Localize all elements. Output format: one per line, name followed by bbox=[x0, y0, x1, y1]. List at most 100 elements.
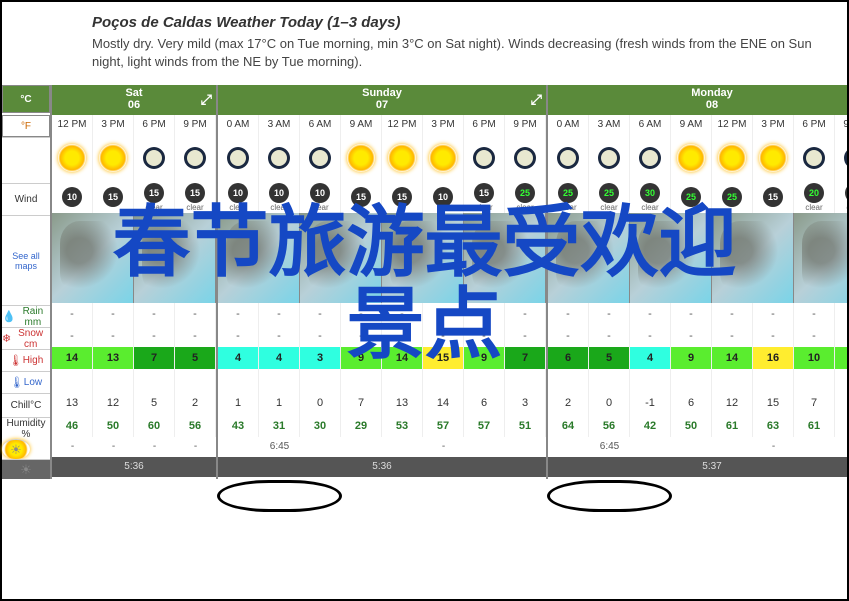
high-cell: 4 bbox=[218, 347, 259, 369]
rain-cell: - bbox=[134, 303, 175, 325]
map-thumbnail[interactable] bbox=[134, 213, 216, 303]
blank-cell: - bbox=[134, 437, 175, 457]
map-thumbnail[interactable] bbox=[548, 213, 630, 303]
wind-cell: 15 bbox=[93, 181, 134, 213]
expand-icon[interactable]: ⤢ bbox=[531, 91, 542, 108]
chill-row-label: Chill°C bbox=[2, 393, 50, 417]
snow-cell: - bbox=[464, 325, 505, 347]
low-cell bbox=[134, 369, 175, 391]
snow-cell: - bbox=[134, 325, 175, 347]
humidity-cell: 64 bbox=[548, 415, 589, 437]
map-thumbnail[interactable] bbox=[52, 213, 134, 303]
wind-cell: 15 bbox=[382, 181, 423, 213]
time-label: 12 PM bbox=[712, 115, 753, 135]
wind-cell: 15 bbox=[341, 181, 382, 213]
low-cell bbox=[52, 369, 93, 391]
wind-cell: 25 bbox=[671, 181, 712, 213]
high-cell: 3 bbox=[300, 347, 341, 369]
low-cell bbox=[505, 369, 546, 391]
wind-cell: 25clear bbox=[505, 181, 546, 213]
maps-link[interactable]: See all maps bbox=[2, 215, 50, 305]
map-thumbnail[interactable] bbox=[630, 213, 712, 303]
time-label: 6 AM bbox=[630, 115, 671, 135]
snow-cell: - bbox=[300, 325, 341, 347]
humidity-cell: 60 bbox=[134, 415, 175, 437]
moon-icon bbox=[630, 135, 671, 181]
humidity-cell: 29 bbox=[341, 415, 382, 437]
blank-cell: - bbox=[52, 437, 93, 457]
rain-cell: - bbox=[835, 303, 847, 325]
wind-cell: 10 bbox=[423, 181, 464, 213]
unit-fahrenheit-button[interactable]: °F bbox=[2, 115, 50, 137]
time-label: 6 PM bbox=[134, 115, 175, 135]
low-cell bbox=[712, 369, 753, 391]
time-label: 0 AM bbox=[218, 115, 259, 135]
day-group: Sunday07⤢0 AM3 AM6 AM9 AM12 PM3 PM6 PM9 … bbox=[216, 85, 546, 479]
low-row-label: Low bbox=[2, 371, 50, 393]
rain-cell: - bbox=[175, 303, 216, 325]
chill-cell: 7 bbox=[794, 391, 835, 415]
chill-cell: 12 bbox=[93, 391, 134, 415]
unit-celsius-button[interactable]: °C bbox=[2, 85, 50, 113]
sun-icon bbox=[423, 135, 464, 181]
low-cell bbox=[218, 369, 259, 391]
map-thumbnail[interactable] bbox=[300, 213, 382, 303]
time-label: 0 AM bbox=[548, 115, 589, 135]
day-header[interactable]: Sunday07⤢ bbox=[218, 85, 546, 115]
wind-cell: 10clear bbox=[218, 181, 259, 213]
wind-cell: 25 bbox=[712, 181, 753, 213]
low-cell bbox=[259, 369, 300, 391]
high-cell: 10 bbox=[794, 347, 835, 369]
map-thumbnail[interactable] bbox=[218, 213, 300, 303]
humidity-cell: 63 bbox=[753, 415, 794, 437]
sunset-row-label bbox=[2, 459, 50, 479]
chill-cell: 0 bbox=[300, 391, 341, 415]
high-cell: 15 bbox=[423, 347, 464, 369]
blank-cell: - bbox=[175, 437, 216, 457]
humidity-cell: 53 bbox=[382, 415, 423, 437]
chill-cell: 13 bbox=[382, 391, 423, 415]
map-thumbnail[interactable] bbox=[464, 213, 546, 303]
sun-icon bbox=[93, 135, 134, 181]
rain-cell: - bbox=[589, 303, 630, 325]
rain-cell: - bbox=[712, 303, 753, 325]
wind-cell: 25clear bbox=[548, 181, 589, 213]
rain-cell: - bbox=[630, 303, 671, 325]
snow-cell: - bbox=[794, 325, 835, 347]
expand-icon[interactable]: ⤢ bbox=[201, 91, 212, 108]
high-cell: 14 bbox=[712, 347, 753, 369]
snow-cell: - bbox=[712, 325, 753, 347]
snow-cell: - bbox=[218, 325, 259, 347]
low-cell bbox=[630, 369, 671, 391]
humidity-cell: 30 bbox=[300, 415, 341, 437]
rain-cell: - bbox=[300, 303, 341, 325]
high-cell: 9 bbox=[671, 347, 712, 369]
moon-icon bbox=[794, 135, 835, 181]
snow-cell: - bbox=[93, 325, 134, 347]
rain-cell: - bbox=[423, 303, 464, 325]
wind-cell: 30clear bbox=[630, 181, 671, 213]
wind-cell: 20clear bbox=[794, 181, 835, 213]
wind-cell: 15clear bbox=[175, 181, 216, 213]
moon-icon bbox=[300, 135, 341, 181]
sun-icon bbox=[382, 135, 423, 181]
time-label: 3 PM bbox=[93, 115, 134, 135]
rain-cell: - bbox=[505, 303, 546, 325]
map-thumbnail[interactable] bbox=[382, 213, 464, 303]
day-group: Sat06⤢12 PM3 PM6 PM9 PM101515clear15clea… bbox=[50, 85, 216, 479]
map-thumbnail[interactable] bbox=[712, 213, 794, 303]
sun-icon bbox=[671, 135, 712, 181]
day-header[interactable]: Monday08⤢ bbox=[548, 85, 847, 115]
moon-icon bbox=[175, 135, 216, 181]
moon-icon bbox=[548, 135, 589, 181]
humidity-cell: 46 bbox=[52, 415, 93, 437]
snow-cell: - bbox=[341, 325, 382, 347]
low-cell bbox=[589, 369, 630, 391]
day-header[interactable]: Sat06⤢ bbox=[52, 85, 216, 115]
chill-cell: 14 bbox=[423, 391, 464, 415]
map-thumbnail[interactable] bbox=[794, 213, 847, 303]
snow-cell: - bbox=[835, 325, 847, 347]
annotation-circle bbox=[217, 480, 342, 512]
humidity-cell: 50 bbox=[93, 415, 134, 437]
high-cell: 14 bbox=[382, 347, 423, 369]
